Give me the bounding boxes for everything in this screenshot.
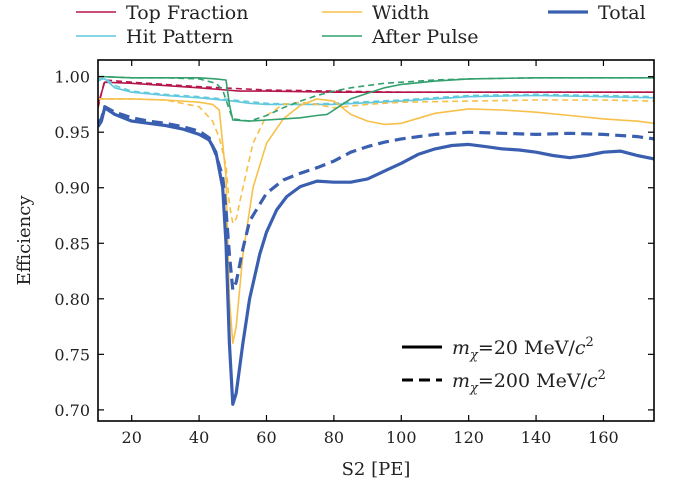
- series-layer: [98, 75, 654, 406]
- legend-label-total: Total: [598, 2, 646, 24]
- series-total-dashed: [98, 105, 654, 292]
- series-total-solid: [98, 106, 654, 406]
- x-tick-label: 120: [453, 428, 484, 447]
- y-tick-label: 0.85: [54, 234, 90, 253]
- x-tick-label: 140: [521, 428, 552, 447]
- y-tick-label: 0.95: [54, 123, 90, 142]
- y-tick-label: 1.00: [54, 68, 90, 87]
- y-tick-label: 0.75: [54, 345, 90, 364]
- style-label-dashed: mχ=200 MeV/c2: [452, 368, 606, 396]
- x-tick-label: 160: [588, 428, 619, 447]
- y-tick-label: 0.90: [54, 179, 90, 198]
- legend-label-width: Width: [372, 2, 429, 24]
- line-style-legend: mχ=20 MeV/c2 mχ=200 MeV/c2: [402, 335, 606, 396]
- series-hit-pattern-solid: [98, 78, 654, 106]
- x-tick-label: 80: [324, 428, 344, 447]
- plot-frame: [97, 59, 655, 422]
- y-axis-title: Efficiency: [14, 195, 35, 286]
- series-after-pulse-dashed: [98, 75, 654, 122]
- x-tick-label: 40: [189, 428, 209, 447]
- y-tick-label: 0.70: [54, 401, 90, 420]
- x-axis-title: S2 [PE]: [342, 459, 411, 480]
- series-width-dashed: [98, 98, 654, 225]
- plot-area: 20 40 60 80 100 120 140 160 0.70 0.75 0.80 0.85 0.90…: [54, 59, 655, 447]
- x-tick-label: 60: [256, 428, 276, 447]
- series-top-fraction-solid: [98, 81, 654, 105]
- legend-label-after-pulse: After Pulse: [371, 26, 479, 48]
- style-label-solid: mχ=20 MeV/c2: [452, 335, 594, 363]
- legend-label-top-fraction: Top Fraction: [126, 2, 248, 24]
- axis-ticks: 20 40 60 80 100 120 140 160 0.70 0.75 0.80 0.85 0.90…: [54, 60, 654, 447]
- series-width-solid: [98, 98, 654, 345]
- series-hit-pattern-dashed: [98, 77, 654, 106]
- legend-label-hit-pattern: Hit Pattern: [126, 26, 233, 48]
- x-tick-label: 100: [386, 428, 417, 447]
- x-tick-label: 20: [122, 428, 142, 447]
- series-top-fraction-dashed: [98, 79, 654, 108]
- y-tick-label: 0.80: [54, 290, 90, 309]
- series-after-pulse-solid: [98, 75, 654, 122]
